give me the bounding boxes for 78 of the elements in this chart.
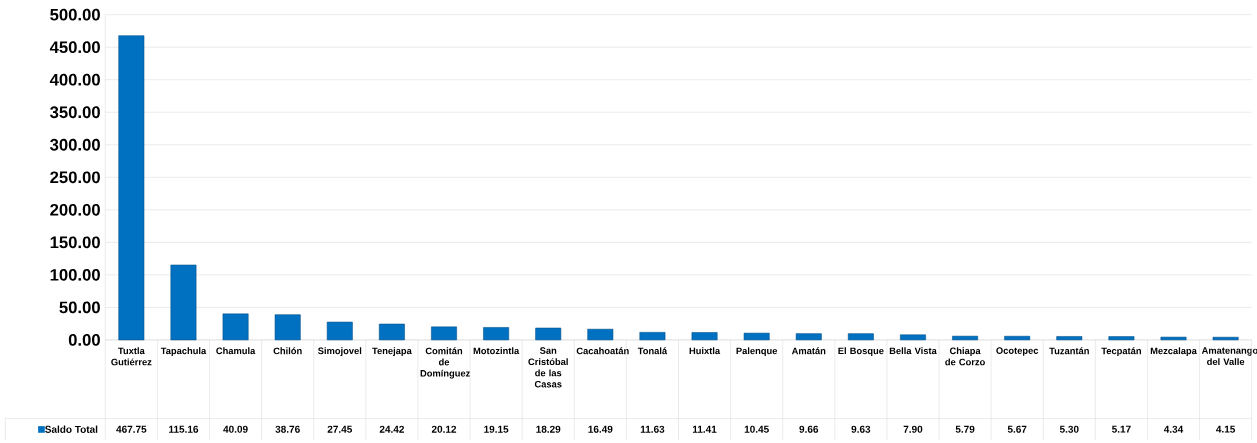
bar <box>691 332 718 341</box>
bar <box>1004 336 1031 341</box>
data-label: 27.45 <box>327 425 353 433</box>
y-tick-label: 450.00 <box>49 41 100 54</box>
x-tick-label: Tuxtla Gutiérrez <box>111 347 152 366</box>
x-tick-label: Motozintla <box>473 347 520 355</box>
data-label: 18.29 <box>536 425 561 433</box>
data-label: 38.76 <box>275 425 300 433</box>
x-tick-label: Tenejapa <box>372 347 412 357</box>
bar <box>639 332 666 341</box>
x-tick-label: Chiapa de Corzo <box>945 347 985 366</box>
x-tick-label: Cacahoatán <box>576 347 629 355</box>
bar <box>431 326 457 341</box>
x-tick-label: Tuzantán <box>1049 347 1089 355</box>
bar <box>1056 336 1083 341</box>
y-tick-label: 300.00 <box>50 139 100 151</box>
data-label: 40.09 <box>223 425 248 433</box>
y-tick-label: 0.00 <box>68 334 100 347</box>
y-tick-label: 500.00 <box>50 9 100 21</box>
data-label: 115.16 <box>169 425 199 433</box>
data-label: 4.34 <box>1163 425 1184 433</box>
data-label: 10.45 <box>744 425 769 433</box>
x-tick-label: Huixtla <box>689 347 721 355</box>
x-tick-label: Ocotepec <box>996 347 1039 356</box>
bar <box>274 314 301 341</box>
data-label: 24.42 <box>379 425 405 433</box>
x-tick-label: Tonalá <box>637 347 668 355</box>
y-tick-label: 50.00 <box>59 301 100 314</box>
bar <box>118 35 145 341</box>
y-tick-label: 100.00 <box>50 269 100 281</box>
data-label: 20.12 <box>431 425 457 433</box>
bar <box>900 334 926 341</box>
x-tick-label: Amatán <box>791 347 826 355</box>
data-label: 11.63 <box>640 425 665 433</box>
bar <box>1212 337 1239 341</box>
data-label: 7.90 <box>903 425 923 433</box>
y-tick-label: 400.00 <box>49 74 100 86</box>
y-tick-label: 150.00 <box>50 236 100 249</box>
bar <box>170 264 197 341</box>
bar <box>743 333 770 341</box>
bar <box>483 327 510 341</box>
data-label: 11.41 <box>692 426 717 433</box>
bar <box>535 327 562 341</box>
data-label: 9.63 <box>851 425 871 433</box>
bar <box>1160 337 1187 341</box>
x-tick-label: Palenque <box>736 347 778 357</box>
data-label: 16.49 <box>588 425 613 433</box>
legend-label: Saldo Total <box>45 425 98 434</box>
bar <box>222 313 249 341</box>
x-tick-label: Tecpatán <box>1101 347 1141 357</box>
data-label: 5.30 <box>1059 425 1079 433</box>
bar <box>847 333 874 341</box>
x-tick-label: Tapachula <box>160 347 207 357</box>
data-label: 4.15 <box>1216 425 1236 433</box>
bar <box>378 323 405 341</box>
y-tick-label: 250.00 <box>50 171 100 184</box>
x-tick-label: Chilón <box>273 347 302 355</box>
x-tick-label: Amatenango del Valle <box>1201 347 1257 366</box>
bar <box>326 322 353 341</box>
bar <box>1108 336 1135 341</box>
bar <box>587 329 614 341</box>
x-tick-label: Bella Vista <box>889 347 937 355</box>
x-tick-label: Comitán de Domínguez <box>420 347 470 379</box>
x-tick-label: Simojovel <box>318 347 362 357</box>
data-label: 9.66 <box>799 425 819 433</box>
data-label: 5.79 <box>955 425 975 433</box>
data-label: 5.17 <box>1111 425 1131 433</box>
y-tick-label: 350.00 <box>50 106 100 119</box>
data-label: 19.15 <box>484 425 509 433</box>
bar <box>952 336 979 341</box>
data-label: 467.75 <box>116 425 147 433</box>
bar <box>795 333 822 341</box>
x-tick-label: Mezcalapa <box>1150 347 1197 357</box>
x-tick-label: San Cristóbal de las Casas <box>528 347 568 388</box>
x-tick-label: El Bosque <box>838 347 884 357</box>
data-label: 5.67 <box>1007 425 1027 433</box>
x-tick-label: Chamula <box>216 347 256 355</box>
y-tick-label: 200.00 <box>50 204 100 216</box>
